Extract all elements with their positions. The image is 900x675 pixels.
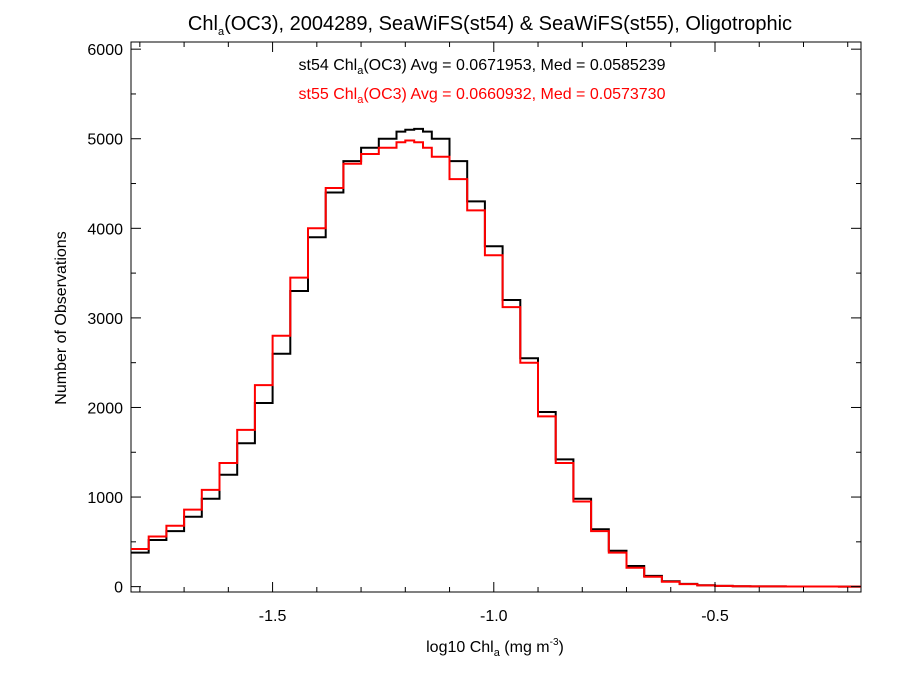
x-tick-label: -1.5	[259, 608, 287, 625]
chart-title: Chla(OC3), 2004289, SeaWiFS(st54) & SeaW…	[188, 13, 792, 38]
plot-area	[130, 41, 862, 593]
annotation-st55: st55 Chla(OC3) Avg = 0.0660932, Med = 0.…	[299, 86, 666, 106]
series-st55	[131, 139, 861, 588]
y-tick-label: 5000	[87, 132, 123, 149]
plot-frame	[130, 41, 862, 593]
y-tick-label: 6000	[87, 42, 123, 59]
annotation-st54: st54 Chla(OC3) Avg = 0.0671953, Med = 0.…	[299, 57, 666, 77]
y-tick-label: 4000	[87, 221, 123, 238]
y-tick-label: 1000	[87, 490, 123, 507]
y-ticks: 0 1000 2000 3000 4000 5000 6000	[87, 42, 861, 597]
x-ticks: -1.5 -1.0 -0.5	[139, 42, 849, 625]
x-tick-label: -1.0	[480, 608, 508, 625]
y-tick-label: 0	[114, 580, 123, 597]
x-axis-label: log10 Chla (mg m-3)	[426, 637, 564, 659]
y-tick-label: 3000	[87, 311, 123, 328]
series-layer	[131, 127, 861, 588]
y-tick-label: 2000	[87, 400, 123, 417]
series-st54	[131, 127, 861, 588]
x-tick-label: -0.5	[701, 608, 729, 625]
y-axis-label: Number of Observations	[53, 231, 70, 404]
